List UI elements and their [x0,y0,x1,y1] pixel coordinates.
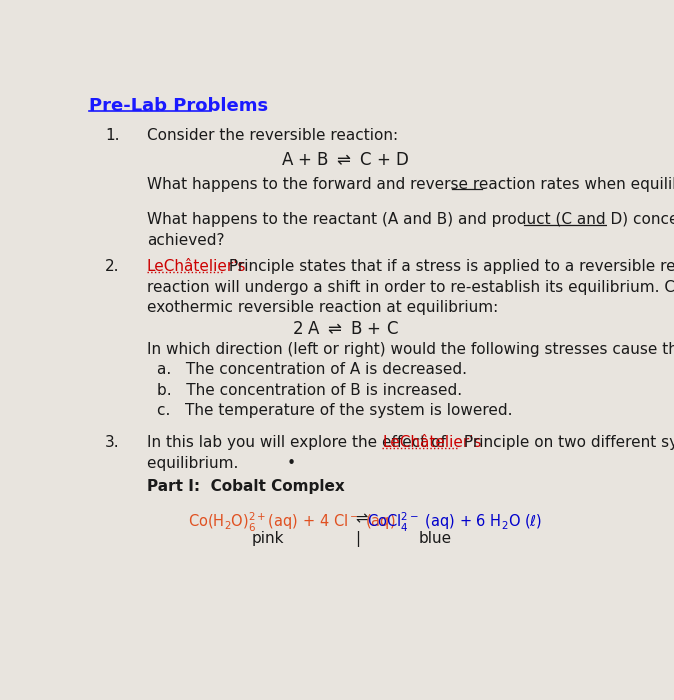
Text: What happens to the reactant (A and B) and product (C and D) concentrations when: What happens to the reactant (A and B) a… [147,212,674,228]
Text: 1.: 1. [105,128,120,144]
Text: Pre-Lab Problems: Pre-Lab Problems [90,97,269,116]
Text: Co(H$_2$O)$_6^{2+}$(aq) + 4 Cl$^-$ (aq): Co(H$_2$O)$_6^{2+}$(aq) + 4 Cl$^-$ (aq) [187,511,395,534]
Text: What happens to the forward and reverse reaction rates when equilibrium is achie: What happens to the forward and reverse … [147,176,674,192]
Text: CoCl$_4^{2-}$ (aq) + 6 H$_2$O ($\ell$): CoCl$_4^{2-}$ (aq) + 6 H$_2$O ($\ell$) [367,511,543,534]
Text: |: | [355,531,361,547]
Text: reaction will undergo a shift in order to re-establish its equilibrium. Consider: reaction will undergo a shift in order t… [147,280,674,295]
Text: LeChâtelier's: LeChâtelier's [147,259,247,274]
Text: In this lab you will explore the effect of: In this lab you will explore the effect … [147,435,451,450]
Text: Consider the reversible reaction:: Consider the reversible reaction: [147,128,398,144]
Text: Principle on two different systems at: Principle on two different systems at [460,435,674,450]
Text: $\rightleftharpoons$: $\rightleftharpoons$ [348,511,373,526]
Text: pink: pink [251,531,284,547]
Text: blue: blue [419,531,452,547]
Text: a.   The concentration of A is decreased.: a. The concentration of A is decreased. [158,362,467,377]
Text: In which direction (left or right) would the following stresses cause the system: In which direction (left or right) would… [147,342,674,356]
Text: Part I:  Cobalt Complex: Part I: Cobalt Complex [147,479,344,493]
Text: b.   The concentration of B is increased.: b. The concentration of B is increased. [158,383,462,398]
Text: achieved?: achieved? [147,233,224,248]
Text: 2.: 2. [105,259,120,274]
Text: c.   The temperature of the system is lowered.: c. The temperature of the system is lowe… [158,403,513,418]
Text: 2 A $\rightleftharpoons$ B + C: 2 A $\rightleftharpoons$ B + C [292,320,399,338]
Text: A + B $\rightleftharpoons$ C + D: A + B $\rightleftharpoons$ C + D [281,150,410,169]
Text: 3.: 3. [105,435,120,450]
Text: LeChâtelier's: LeChâtelier's [382,435,482,450]
Text: Principle states that if a stress is applied to a reversible reaction at equilib: Principle states that if a stress is app… [224,259,674,274]
Text: exothermic reversible reaction at equilibrium:: exothermic reversible reaction at equili… [147,300,498,315]
Text: equilibrium.          •: equilibrium. • [147,456,296,471]
